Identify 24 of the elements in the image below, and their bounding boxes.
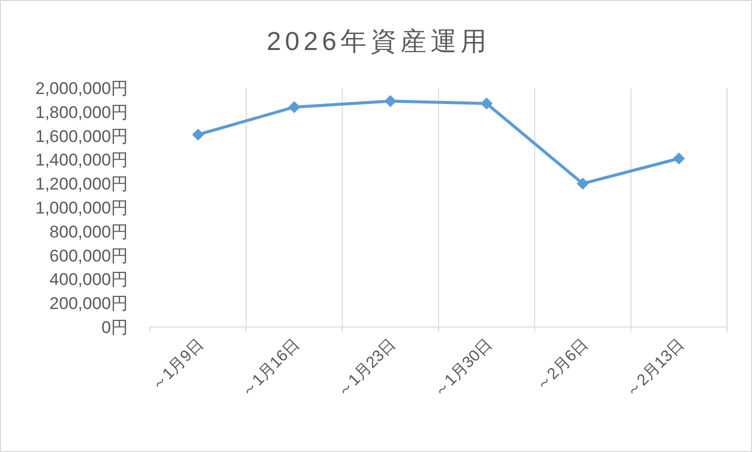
y-tick-label: 1,200,000円 [35, 174, 128, 194]
y-tick-label: 0円 [102, 318, 128, 337]
x-tick-label: ～1月30日 [430, 336, 496, 401]
chart-title: 2026年資産運用 [266, 26, 490, 56]
point [192, 128, 204, 141]
y-tick-label: 1,600,000円 [35, 126, 128, 146]
x-tick-label: ～2月6日 [533, 336, 592, 394]
x-tick-label: ～1月16日 [238, 336, 304, 401]
y-tick-label: 1,400,000円 [35, 150, 128, 170]
x-tick-label: ～1月23日 [334, 336, 400, 401]
y-tick-label: 400,000円 [50, 270, 128, 290]
point [384, 95, 396, 108]
y-tick-label: 200,000円 [50, 294, 128, 314]
y-tick-label: 2,000,000円 [35, 79, 128, 98]
point [672, 152, 685, 165]
x-tick-label: ～2月13日 [622, 336, 688, 401]
point [288, 101, 300, 114]
y-tick-label: 800,000円 [50, 222, 128, 242]
y-tick-label: 1,800,000円 [35, 102, 128, 122]
x-tick-label: ～1月9日 [148, 336, 207, 394]
point [480, 98, 493, 110]
y-tick-label: 1,000,000円 [35, 198, 128, 218]
point [576, 178, 589, 190]
y-tick-label: 600,000円 [50, 246, 128, 266]
